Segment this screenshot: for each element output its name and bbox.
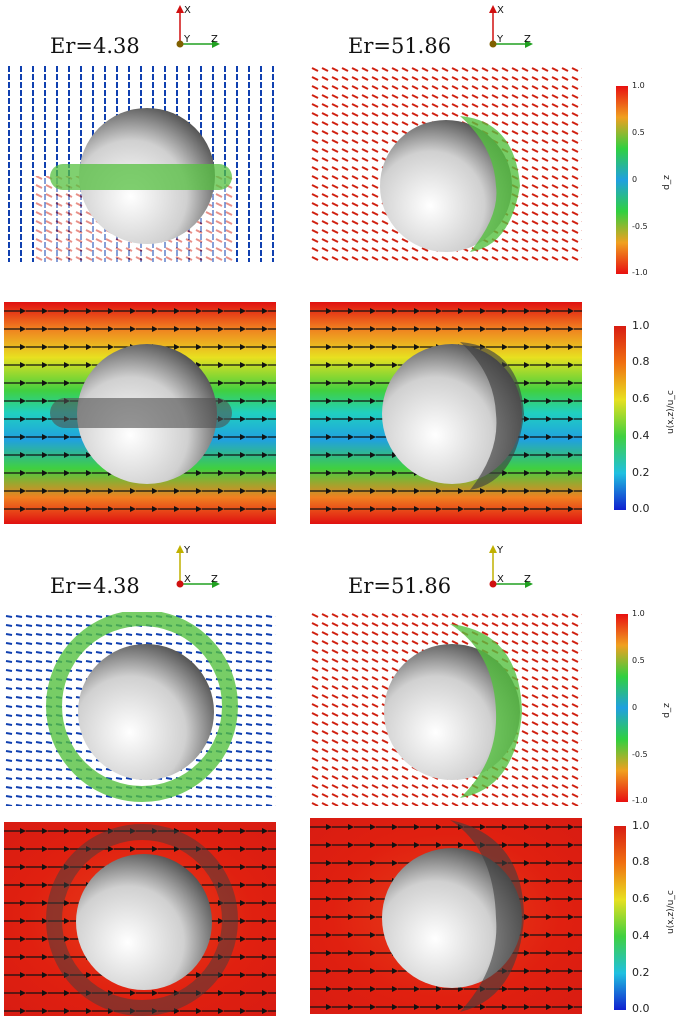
velocity-field-panel-row1-left	[4, 302, 276, 524]
velocity-field-panel-row2-left	[4, 822, 276, 1016]
colloid-sphere	[384, 644, 520, 780]
colloid-sphere	[76, 854, 212, 990]
defect-ring	[460, 342, 524, 490]
axis-up-label: X	[184, 5, 191, 16]
director-field-panel-row1-right	[310, 66, 582, 262]
svg-text:Z: Z	[524, 574, 531, 585]
director-field-panel-row1-left	[4, 66, 276, 262]
label-er-high-row1: Er=51.86	[348, 34, 452, 58]
label-er-high-row2: Er=51.86	[348, 574, 452, 598]
velocity-field-panel-row2-right	[310, 818, 582, 1014]
svg-text:Y: Y	[183, 545, 191, 556]
colloid-sphere	[78, 644, 214, 780]
svg-text:X: X	[497, 5, 504, 16]
axes-triad-row2-left: Y X Z	[165, 542, 225, 592]
svg-text:X: X	[497, 574, 504, 585]
director-field-panel-row2-left	[4, 612, 276, 806]
axis-right-label: Z	[211, 34, 218, 45]
label-er-low-row1: Er=4.38	[50, 34, 140, 58]
defect-ring	[46, 824, 238, 1016]
colorbar-velocity-row1: 1.0 0.8 0.6 0.4 0.2 0.0 u(x,z)/u_c	[614, 319, 678, 516]
defect-ring	[46, 612, 238, 802]
velocity-field-panel-row1-right	[310, 302, 582, 524]
colorbar-director-row1: 1.0 0.5 0 -0.5 -1.0 d_z	[616, 81, 676, 277]
defect-ring	[450, 624, 522, 798]
defect-ring	[50, 164, 232, 190]
label-er-low-row2: Er=4.38	[50, 574, 140, 598]
defect-ring	[450, 820, 524, 1012]
colloid-sphere	[382, 344, 522, 484]
axes-triad-row1-right: X Y Z	[478, 2, 538, 52]
defect-ring	[460, 116, 520, 252]
svg-text:Z: Z	[524, 34, 531, 45]
svg-text:Y: Y	[496, 545, 504, 556]
axis-side-label: Y	[183, 34, 191, 45]
defect-ring	[50, 398, 232, 428]
colloid-sphere	[380, 120, 512, 252]
svg-text:X: X	[184, 574, 191, 585]
colloid-sphere	[382, 848, 522, 988]
svg-text:Z: Z	[211, 574, 218, 585]
axes-triad-row1-left: X Y Z	[165, 2, 225, 52]
svg-text:Y: Y	[496, 34, 504, 45]
colorbar-director-row2: 1.0 0.5 0 -0.5 -1.0 d_z	[616, 609, 676, 805]
colorbar-velocity-row2: 1.0 0.8 0.6 0.4 0.2 0.0 u(x,z)/u_c	[614, 819, 678, 1015]
director-field-panel-row2-right	[310, 612, 582, 806]
axes-triad-row2-right: Y X Z	[478, 542, 538, 592]
